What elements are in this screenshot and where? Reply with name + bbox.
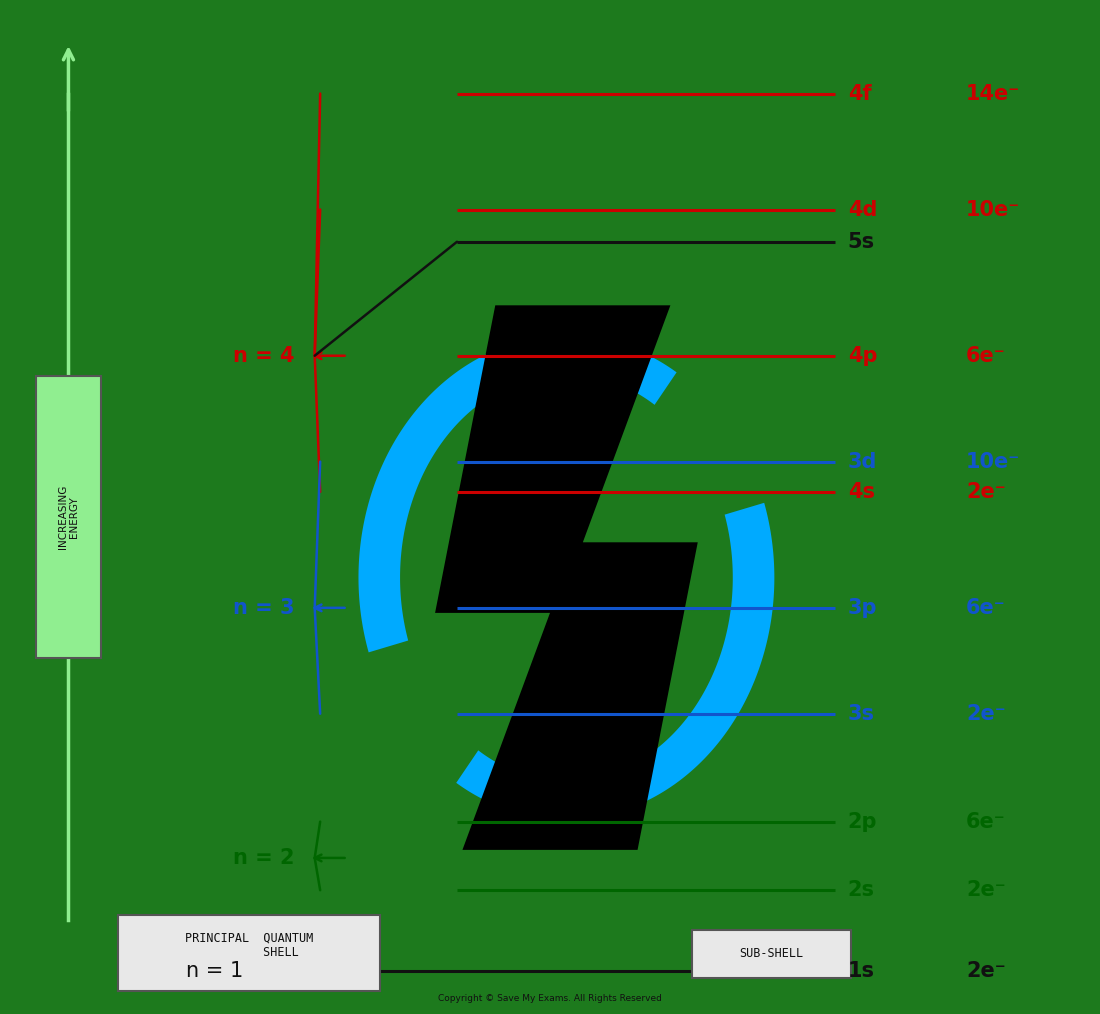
Text: SUB-SHELL: SUB-SHELL bbox=[739, 947, 804, 960]
Polygon shape bbox=[456, 503, 774, 819]
Text: 3d: 3d bbox=[848, 451, 877, 472]
Text: n = 3: n = 3 bbox=[233, 598, 295, 618]
Text: n = 2: n = 2 bbox=[233, 848, 295, 868]
Text: 2e⁻: 2e⁻ bbox=[966, 704, 1005, 724]
Text: 10e⁻: 10e⁻ bbox=[966, 200, 1020, 219]
Text: 3s: 3s bbox=[848, 704, 874, 724]
Polygon shape bbox=[436, 305, 697, 850]
Text: 2e⁻: 2e⁻ bbox=[966, 482, 1005, 502]
Text: 14e⁻: 14e⁻ bbox=[966, 83, 1020, 103]
Text: Copyright © Save My Exams. All Rights Reserved: Copyright © Save My Exams. All Rights Re… bbox=[438, 994, 662, 1003]
Text: 4d: 4d bbox=[848, 200, 877, 219]
Text: INCREASING
ENERGY: INCREASING ENERGY bbox=[57, 485, 79, 550]
Text: n = 1: n = 1 bbox=[186, 961, 243, 981]
Text: 5s: 5s bbox=[848, 232, 874, 251]
Text: 2e⁻: 2e⁻ bbox=[966, 880, 1005, 900]
Text: 2p: 2p bbox=[848, 811, 877, 831]
Text: 2e⁻: 2e⁻ bbox=[966, 961, 1005, 981]
Text: 6e⁻: 6e⁻ bbox=[966, 811, 1005, 831]
Text: 4p: 4p bbox=[848, 346, 877, 366]
Text: 1s: 1s bbox=[848, 961, 874, 981]
Polygon shape bbox=[359, 336, 676, 652]
Text: 3p: 3p bbox=[848, 598, 877, 618]
Text: PRINCIPAL  QUANTUM
         SHELL: PRINCIPAL QUANTUM SHELL bbox=[185, 931, 314, 959]
Text: 2s: 2s bbox=[848, 880, 874, 900]
Text: 6e⁻: 6e⁻ bbox=[966, 598, 1005, 618]
Text: 6e⁻: 6e⁻ bbox=[966, 346, 1005, 366]
Bar bbox=[692, 930, 851, 977]
Text: 4s: 4s bbox=[848, 482, 874, 502]
Text: n = 4: n = 4 bbox=[233, 346, 295, 366]
Text: 10e⁻: 10e⁻ bbox=[966, 451, 1020, 472]
Bar bbox=[35, 376, 101, 658]
Bar bbox=[118, 916, 381, 991]
Text: 4f: 4f bbox=[848, 83, 871, 103]
